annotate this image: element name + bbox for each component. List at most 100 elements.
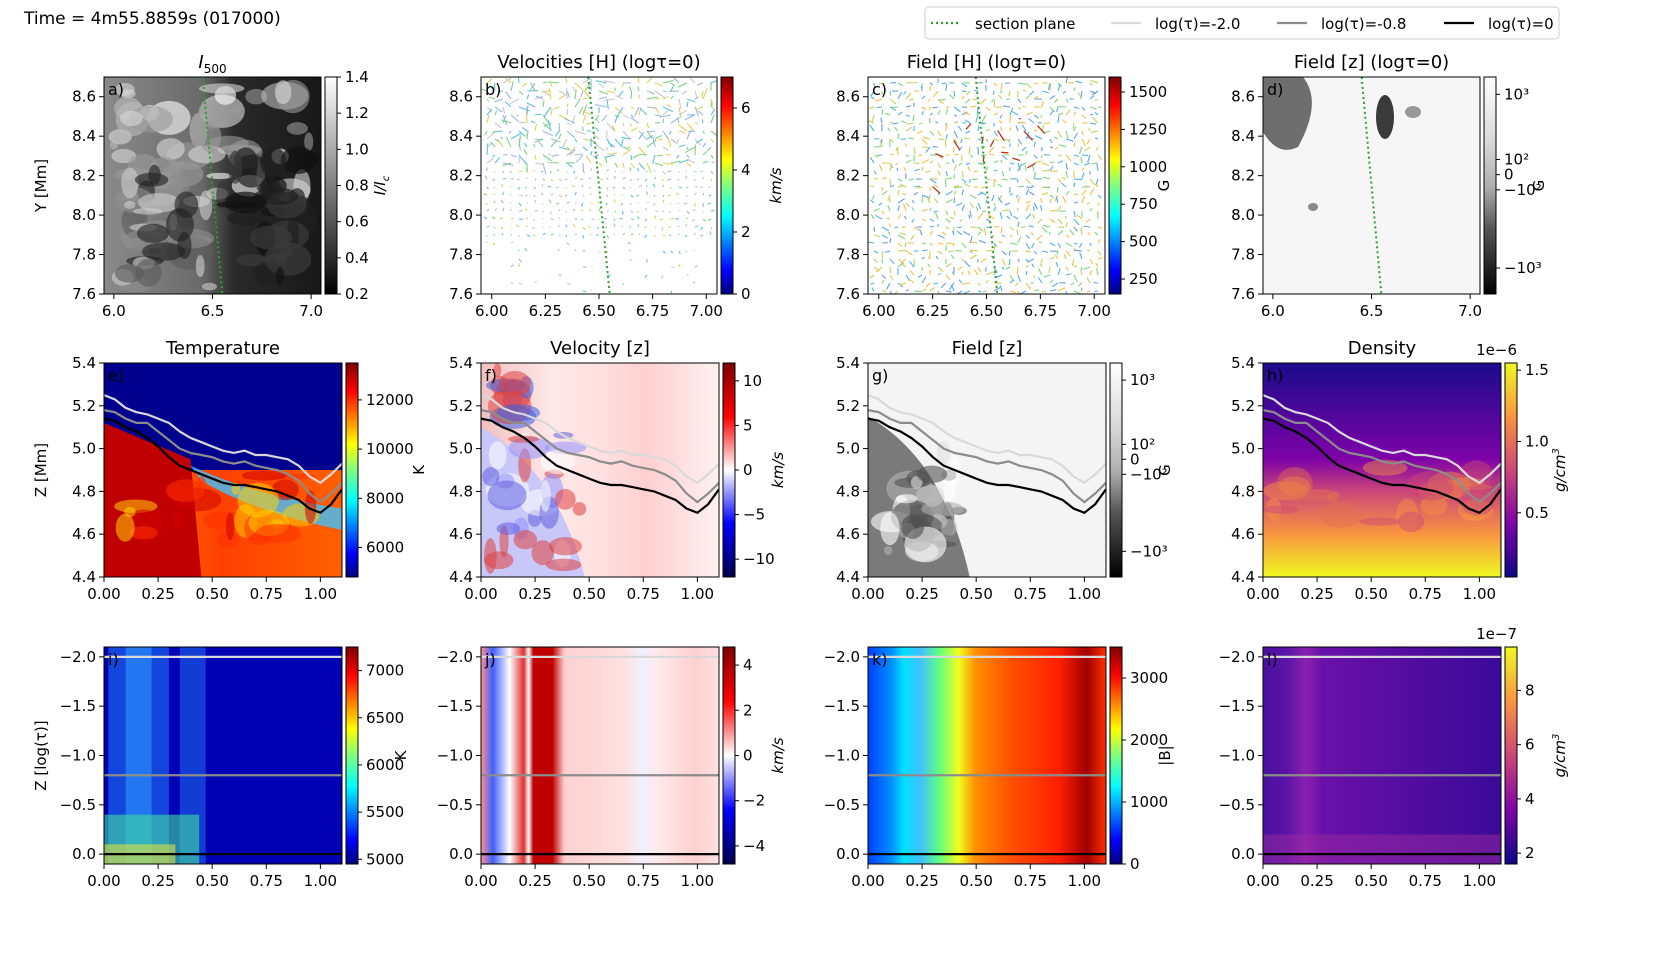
quiver-arrow — [1084, 162, 1091, 166]
quiver-arrow — [571, 184, 576, 188]
quiver-arrow — [1091, 162, 1099, 165]
panel-h: h) Density 0.00 0.25 0.50 0.75 1.00 4.4 4.6 4.8 5.… — [1231, 338, 1569, 603]
quiver-arrow — [707, 146, 712, 152]
quiver-arrow — [702, 88, 708, 100]
texture-blob — [539, 480, 551, 512]
quiver-arrow — [594, 127, 600, 132]
quiver-arrow — [558, 178, 563, 182]
quiver-arrow — [1097, 154, 1103, 160]
quiver-arrow — [1089, 106, 1097, 110]
quiver-arrow — [1089, 178, 1096, 186]
quiver-arrow — [502, 207, 505, 212]
quiver-arrow — [574, 233, 578, 236]
quiver-arrow — [881, 109, 884, 116]
colorbar-tick-label: 0.2 — [345, 285, 369, 303]
quiver-arrow — [558, 93, 568, 100]
legend: section plane log(τ)=-2.0 log(τ)=-0.8 log(τ… — [924, 6, 1560, 40]
quiver-arrow — [1041, 90, 1049, 94]
quiver-arrow — [533, 194, 536, 198]
quiver-arrow — [1049, 256, 1055, 260]
tau-curve-tau_0 — [481, 417, 719, 515]
y-tick-label: 4.6 — [836, 525, 860, 543]
quiver-arrow — [953, 130, 958, 138]
quiver-arrow — [582, 77, 591, 84]
quiver-arrow — [491, 216, 496, 220]
quiver-arrow — [1001, 154, 1008, 161]
quiver-arrow — [969, 154, 974, 158]
quiver-arrow — [542, 81, 548, 84]
quiver-arrow — [1087, 232, 1091, 236]
panel-j-image — [481, 647, 719, 864]
quiver-arrow — [617, 106, 624, 116]
quiver-arrow — [639, 107, 648, 116]
colorbar-tick-label: 0 — [1130, 855, 1140, 873]
panel-b-title: Velocities [H] (logτ=0) — [497, 52, 700, 73]
quiver-arrow — [970, 249, 979, 252]
quiver-arrow — [1089, 113, 1094, 116]
panel-e: e) Temperature 0.00 0.25 0.50 0.75 1.00 4.4 4.6 4… — [32, 338, 428, 603]
quiver-arrow — [1073, 290, 1082, 294]
quiver-arrow — [637, 86, 640, 92]
texture-blob — [132, 207, 164, 215]
quiver-arrow — [670, 95, 674, 100]
quiver-arrow — [670, 82, 676, 87]
quiver-arrow — [1061, 119, 1067, 124]
quiver-arrow — [900, 262, 907, 268]
x-tick-label: 0.25 — [141, 585, 174, 603]
x-tick-label: 7.0 — [299, 302, 323, 320]
colorbar-tick-label: 2 — [1525, 844, 1535, 862]
quiver-arrow — [921, 218, 927, 222]
quiver-arrow — [928, 194, 931, 201]
quiver-arrow — [985, 271, 994, 276]
tau-curve-tau_0 — [868, 417, 1106, 515]
quiver-arrow — [686, 98, 696, 103]
quiver-arrow — [953, 138, 959, 144]
quiver-arrow — [950, 254, 955, 260]
x-tick-label: 6.25 — [529, 302, 562, 320]
colorbar-tick-label: 10 — [743, 372, 762, 390]
texture-blob — [128, 526, 158, 540]
texture-blob — [128, 105, 174, 133]
quiver-arrow — [510, 264, 515, 268]
quiver-arrow — [953, 210, 956, 216]
quiver-arrow — [991, 194, 995, 202]
y-tick-label: 8.2 — [72, 167, 96, 185]
quiver-arrow — [1056, 186, 1059, 193]
quiver-arrow — [700, 186, 704, 189]
quiver-arrow — [993, 202, 996, 207]
colorbar-tick-label: 2 — [743, 701, 753, 719]
quiver-arrow — [969, 254, 977, 260]
quiver-arrow — [652, 137, 656, 148]
colorbar-a — [324, 76, 338, 295]
quiver-arrow — [1001, 250, 1007, 256]
quiver-arrow — [622, 130, 632, 140]
quiver-arrow — [1028, 191, 1035, 196]
texture-blob — [141, 242, 186, 261]
quiver-arrow — [646, 77, 653, 84]
quiver-arrow — [574, 89, 577, 100]
colorbar-tick-label: 4 — [741, 161, 751, 179]
quiver-arrow — [1065, 250, 1072, 257]
quiver-arrow — [517, 77, 520, 84]
quiver-arrow — [662, 96, 668, 100]
quiver-arrow — [566, 170, 569, 173]
quiver-arrow — [486, 106, 493, 113]
quiver-arrow — [929, 82, 934, 86]
quiver-arrow — [702, 142, 707, 148]
quiver-arrow — [518, 130, 526, 137]
quiver-arrow — [878, 202, 883, 206]
x-tick-label: 0.25 — [1300, 585, 1333, 603]
colorbar-tick-label: 3000 — [1130, 669, 1168, 687]
panel-f-image — [481, 363, 719, 577]
texture-blob — [297, 151, 320, 167]
quiver-arrow — [900, 183, 907, 188]
quiver-arrow — [614, 210, 617, 213]
quiver-arrow — [701, 119, 704, 124]
quiver-arrow — [889, 184, 895, 188]
colorbar-label: G — [1530, 180, 1548, 192]
quiver-arrow — [644, 274, 648, 279]
quiver-arrow — [1065, 138, 1074, 142]
panel-g-frame — [867, 362, 1107, 578]
quiver-arrow — [558, 217, 561, 220]
quiver-arrow — [654, 90, 666, 99]
